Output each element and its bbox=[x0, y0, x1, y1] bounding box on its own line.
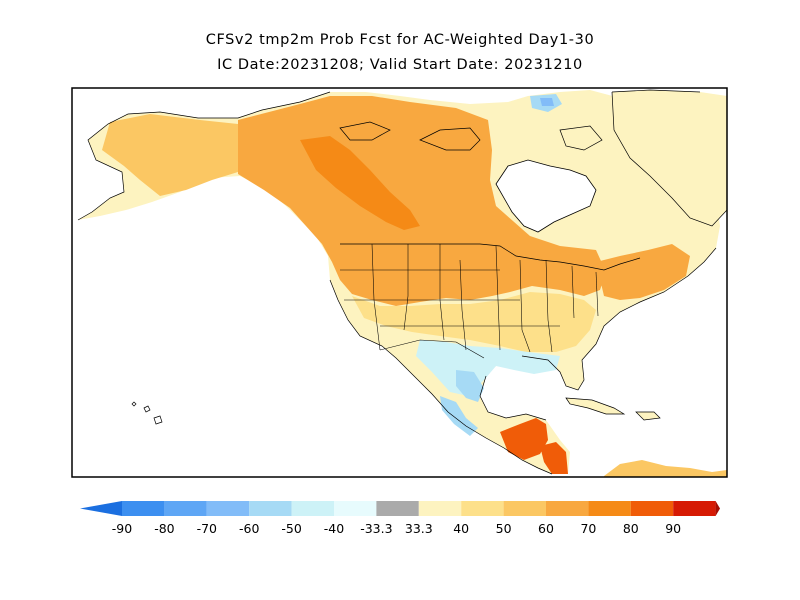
legend-label: -40 bbox=[324, 521, 344, 536]
land-hispaniola bbox=[635, 411, 661, 421]
region-yellow-us bbox=[352, 292, 596, 352]
region-red-central-america bbox=[500, 418, 548, 460]
region-cyan-mexico bbox=[456, 370, 484, 402]
legend-label: 70 bbox=[580, 521, 596, 536]
region-orange-northeast bbox=[596, 244, 690, 300]
legend-arrow-right bbox=[715, 501, 720, 516]
legend-label: 60 bbox=[538, 521, 554, 536]
legend-label: 50 bbox=[496, 521, 512, 536]
legend-box bbox=[503, 501, 546, 516]
legend-box bbox=[122, 501, 165, 516]
state-lines bbox=[340, 243, 599, 359]
legend-label: -60 bbox=[239, 521, 259, 536]
region-red-panama bbox=[540, 442, 568, 474]
legend-box bbox=[546, 501, 589, 516]
coastlines bbox=[77, 89, 727, 475]
region-lightblue-arctic bbox=[540, 98, 554, 106]
hudson-bay bbox=[495, 159, 597, 233]
region-cyan-baja bbox=[440, 396, 478, 436]
legend-box bbox=[461, 501, 504, 516]
chart-title-line2: IC Date:20231208; Valid Start Date: 2023… bbox=[217, 57, 583, 73]
legend-box bbox=[164, 501, 207, 516]
legend-boxes bbox=[80, 501, 720, 516]
legend-box bbox=[291, 501, 334, 516]
legend-label: 40 bbox=[453, 521, 469, 536]
legend-label: -70 bbox=[197, 521, 217, 536]
legend-box bbox=[376, 501, 419, 516]
legend-label: -50 bbox=[281, 521, 301, 536]
legend-label: -80 bbox=[154, 521, 174, 536]
legend-label: -90 bbox=[112, 521, 132, 536]
region-cyan-south bbox=[416, 340, 560, 396]
legend-box bbox=[334, 501, 377, 516]
land-cuba bbox=[565, 397, 626, 415]
legend-box bbox=[249, 501, 292, 516]
map-frame bbox=[71, 87, 728, 478]
border-us-canada bbox=[340, 243, 641, 271]
region-orange-alaska bbox=[102, 114, 238, 196]
legend-label: -33.3 bbox=[360, 521, 392, 536]
legend-box bbox=[630, 501, 674, 516]
legend-label: 90 bbox=[665, 521, 681, 536]
legend-box bbox=[588, 501, 631, 516]
land-hawaii bbox=[131, 401, 163, 425]
legend-box bbox=[673, 501, 716, 516]
region-dark-orange bbox=[300, 136, 420, 230]
legend-label: 33.3 bbox=[405, 521, 433, 536]
legend-box bbox=[206, 501, 250, 516]
land-south-america bbox=[604, 460, 727, 477]
legend-labels: -90 -80 -70 -60 -50 -40 -33.3 33.3 40 50 60 70 80 90 bbox=[112, 521, 681, 536]
land-greenland bbox=[612, 90, 727, 226]
legend-box bbox=[418, 501, 462, 516]
map-layers bbox=[77, 89, 727, 477]
legend-arrow-left bbox=[80, 501, 122, 516]
chart-title-line1: CFSv2 tmp2m Prob Fcst for AC-Weighted Da… bbox=[205, 32, 595, 48]
legend-label: 80 bbox=[623, 521, 639, 536]
